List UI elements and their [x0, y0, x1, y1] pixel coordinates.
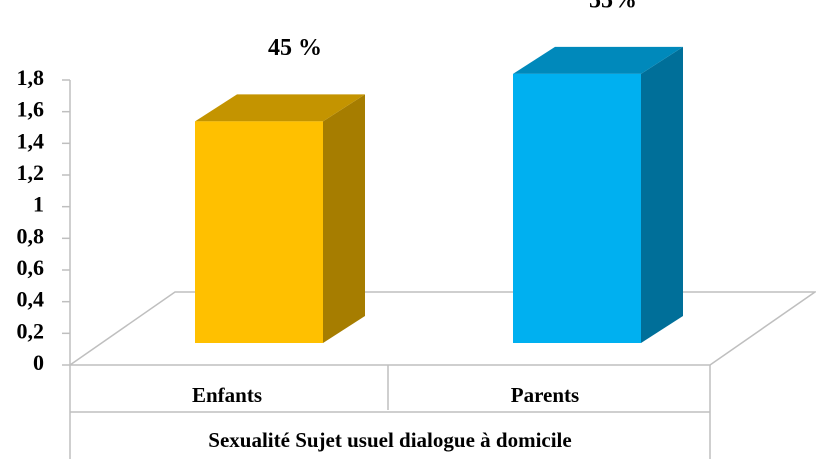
y-tick-label: 0,8	[17, 223, 45, 248]
y-tick-label: 0,2	[17, 318, 45, 343]
y-tick-label: 0,6	[17, 255, 45, 280]
y-tick-label: 1,8	[17, 65, 45, 90]
y-tick-label: 0,4	[17, 287, 45, 312]
bar-top	[513, 46, 683, 74]
floor	[69, 291, 816, 459]
y-tick-label: 1,2	[17, 160, 45, 185]
y-tick-label: 1	[33, 192, 44, 217]
bar	[195, 121, 323, 343]
y-tick-label: 1,4	[17, 128, 45, 153]
y-tick-label: 0	[33, 350, 44, 375]
x-tick-label: Enfants	[192, 383, 262, 407]
x-axis-title: Sexualité Sujet usuel dialogue à domicil…	[208, 428, 571, 452]
floor-outline	[69, 291, 816, 366]
y-tick-label: 1,6	[17, 97, 45, 122]
x-tick-label: Parents	[511, 383, 579, 407]
data-label: 45 %	[268, 35, 322, 61]
data-label: 55%	[589, 0, 637, 13]
bar	[513, 73, 641, 343]
bar-side	[641, 46, 683, 343]
bar-side	[323, 94, 365, 343]
bar-top	[195, 94, 365, 122]
